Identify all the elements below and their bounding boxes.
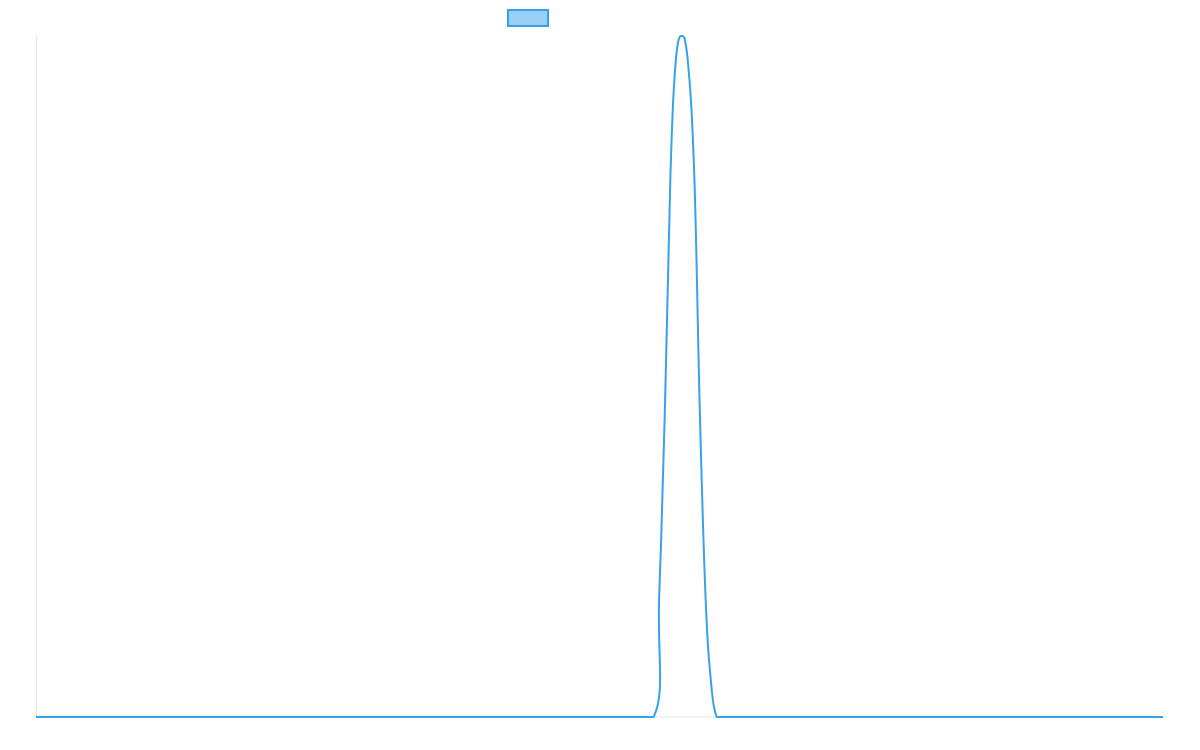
series-group [35,35,1163,719]
legend-swatch[interactable] [507,9,549,27]
legend[interactable] [507,9,549,27]
series-line-0 [35,35,1163,719]
